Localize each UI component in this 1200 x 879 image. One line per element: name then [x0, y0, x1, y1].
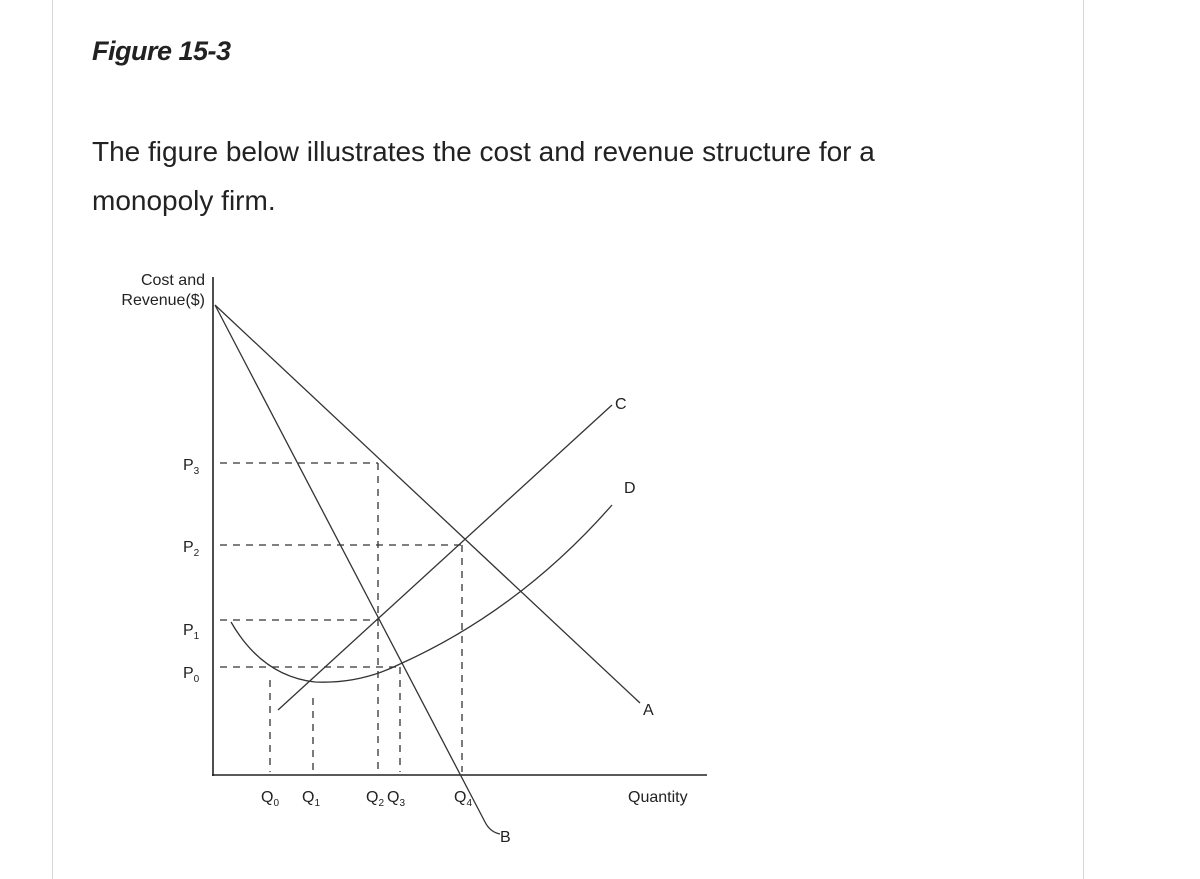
- quantity-label: Q3: [387, 789, 405, 809]
- label-sub: 4: [466, 798, 472, 809]
- figure-title: Figure 15-3: [92, 36, 231, 66]
- x-axis-label: Quantity: [628, 789, 688, 806]
- marginal-revenue-curve: [214, 304, 486, 823]
- content-card: [52, 0, 1084, 879]
- y-axis-label: Revenue($): [121, 292, 205, 309]
- curve-label: D: [624, 480, 636, 497]
- label-base: P: [183, 457, 194, 474]
- curve-label: B: [500, 829, 511, 846]
- label-base: Q: [261, 789, 273, 806]
- price-label: P2: [183, 539, 200, 559]
- label-base: Q: [302, 789, 314, 806]
- quantity-label: Q2: [366, 789, 384, 809]
- description-line: monopoly firm.: [92, 185, 276, 216]
- price-label: P3: [183, 457, 200, 477]
- curve-label: C: [615, 396, 627, 413]
- curve-tail: [484, 821, 501, 835]
- label-base: P: [183, 665, 194, 682]
- label-sub: 3: [399, 798, 405, 809]
- curve-label: A: [643, 702, 654, 719]
- quantity-label: Q1: [302, 789, 320, 809]
- label-base: Q: [366, 789, 378, 806]
- label-base: Q: [454, 789, 466, 806]
- y-axis-label: Cost and: [141, 272, 205, 289]
- label-base: P: [183, 539, 194, 556]
- label-sub: 2: [378, 798, 384, 809]
- label-sub: 0: [194, 674, 200, 685]
- label-base: Q: [387, 789, 399, 806]
- price-label: P0: [183, 665, 200, 685]
- curve-d: [230, 504, 613, 683]
- curve-c: [277, 404, 613, 711]
- label-sub: 2: [194, 548, 200, 559]
- quantity-label: Q4: [454, 789, 472, 809]
- description: The figure below illustrates the cost an…: [92, 127, 875, 225]
- demand-curve: [214, 304, 641, 704]
- label-sub: 1: [314, 798, 320, 809]
- label-sub: 3: [194, 466, 200, 477]
- label-sub: 0: [273, 798, 279, 809]
- label-sub: 1: [194, 631, 200, 642]
- quantity-label: Q0: [261, 789, 279, 809]
- price-label: P1: [183, 622, 200, 642]
- label-base: P: [183, 622, 194, 639]
- description-line: The figure below illustrates the cost an…: [92, 136, 875, 167]
